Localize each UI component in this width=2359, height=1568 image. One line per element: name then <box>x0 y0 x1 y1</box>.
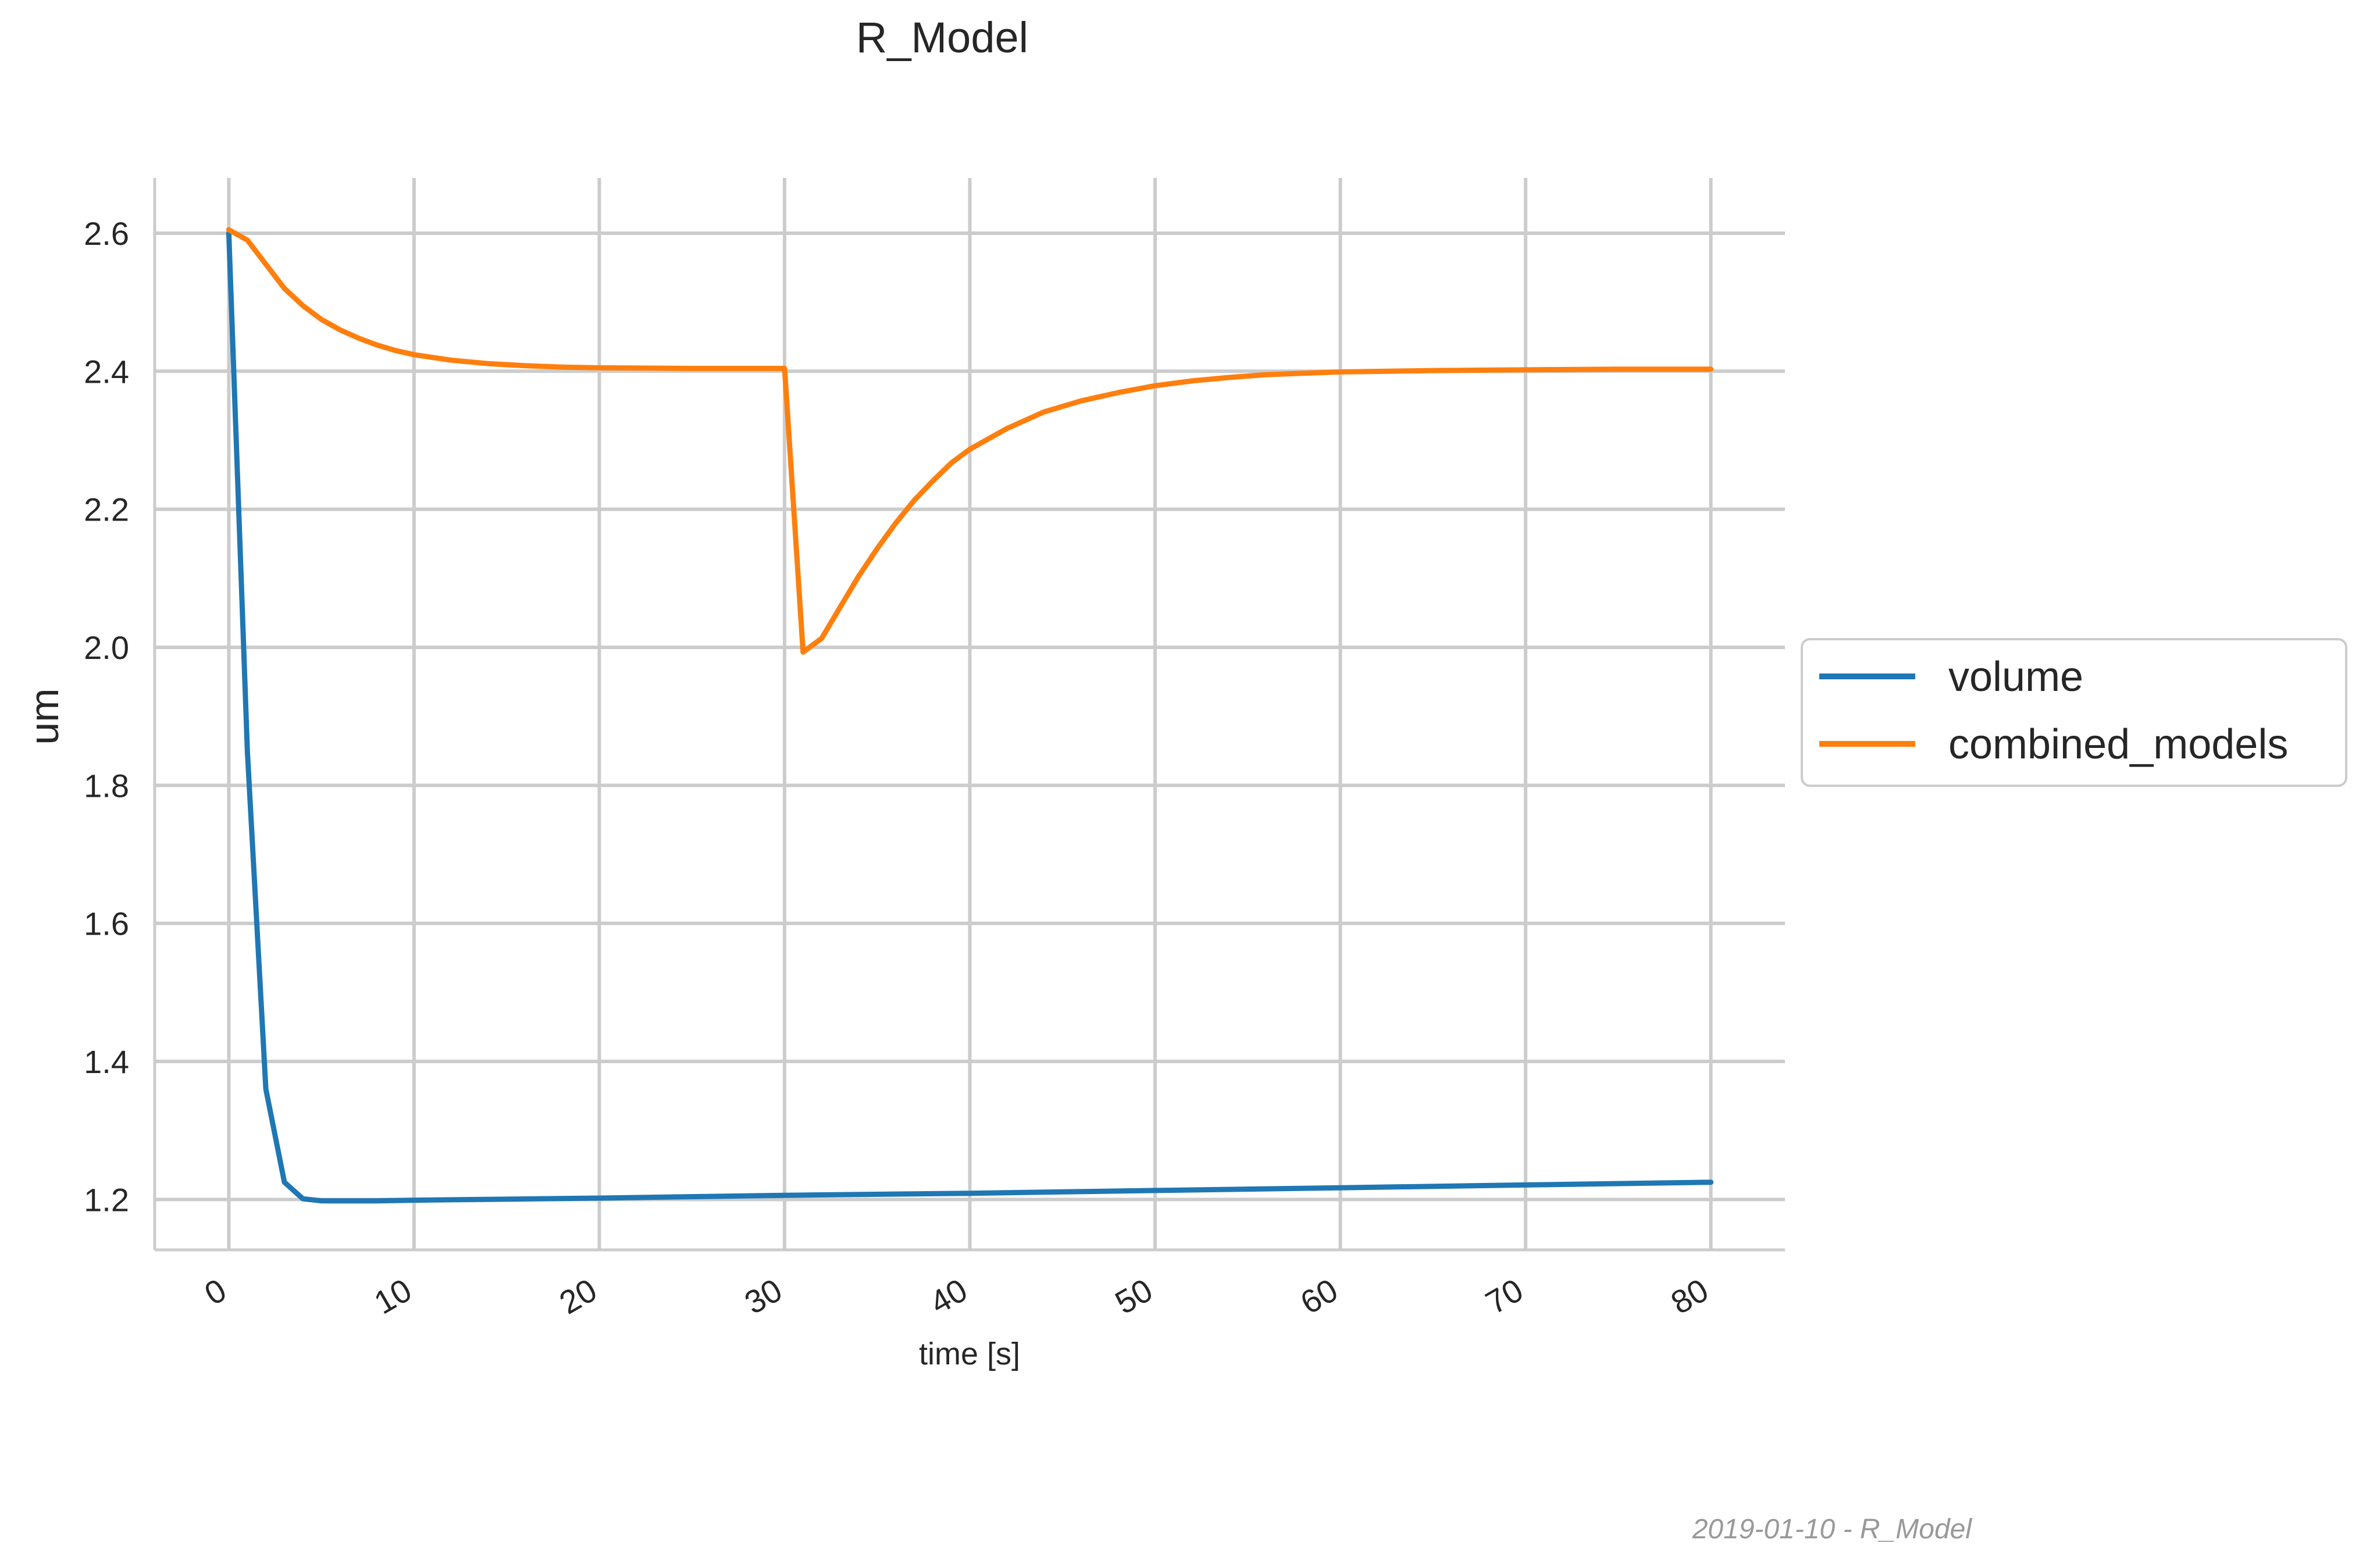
y-tick-label: 2.2 <box>84 491 129 528</box>
legend-label-volume: volume <box>1948 654 2083 700</box>
y-tick-label: 1.2 <box>84 1181 129 1218</box>
legend-box <box>1801 638 2347 787</box>
y-tick-labels: 1.2 1.4 1.6 1.8 2.0 2.2 2.4 2.6 <box>84 215 129 1218</box>
series-line-combined-models <box>226 227 1714 655</box>
legend-label-combined-models: combined_models <box>1948 721 2288 768</box>
y-axis-label: um <box>22 688 67 744</box>
y-tick-label: 2.0 <box>84 629 129 666</box>
x-axis-label: time [s] <box>919 1337 1020 1371</box>
grid-lines <box>155 178 1785 1250</box>
y-tick-label: 1.6 <box>84 906 129 942</box>
footer-caption: 2019-01-10 - R_Model <box>1692 1514 1973 1545</box>
series-lines <box>226 227 1714 1204</box>
y-tick-label: 2.4 <box>84 353 129 390</box>
series-line-volume <box>226 230 1714 1204</box>
chart-title: R_Model <box>856 13 1028 62</box>
y-tick-label: 1.8 <box>84 767 129 804</box>
y-tick-label: 1.4 <box>84 1043 129 1080</box>
y-tick-label: 2.6 <box>84 215 129 252</box>
legend: volume combined_models <box>1801 638 2347 787</box>
